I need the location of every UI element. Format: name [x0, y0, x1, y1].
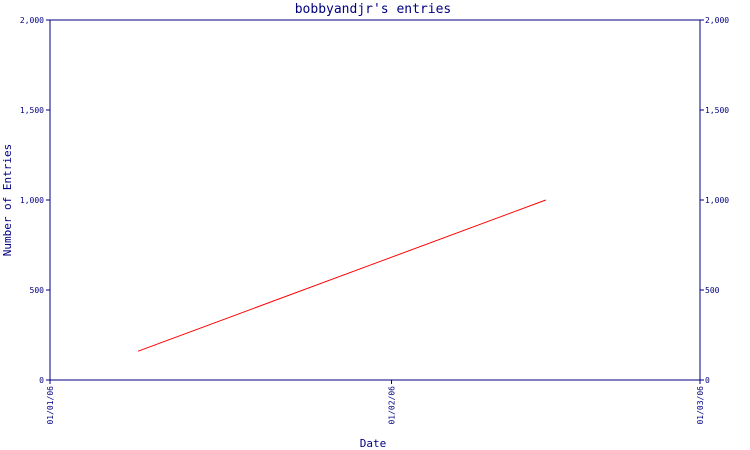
- y-tick-label-left: 2,000: [20, 16, 44, 25]
- x-axis-ticks: 01/01/06 01/02/06 01/03/06: [46, 380, 705, 425]
- y-tick-label-right: 2,000: [705, 16, 729, 25]
- plot-area-frame: [49, 19, 701, 381]
- series-layer: [137, 199, 546, 352]
- chart-title: bobbyandjr's entries: [295, 2, 452, 17]
- x-tick-label: 01/01/06: [46, 386, 55, 425]
- y-tick-label-left: 1,000: [20, 196, 44, 205]
- y-tick-label-left: 500: [30, 286, 45, 295]
- y-tick-label-right: 500: [705, 286, 720, 295]
- y-tick-label-right: 0: [705, 376, 710, 385]
- y-tick-label-left: 1,500: [20, 106, 44, 115]
- series-line: [137, 199, 546, 352]
- y-axis-label: Number of Entries: [1, 144, 14, 257]
- y-tick-label-right: 1,000: [705, 196, 729, 205]
- right-y-axis-ticks: 0 500 1,000 1,500 2,000: [700, 16, 729, 385]
- x-tick-label: 01/02/06: [388, 386, 397, 425]
- y-tick-label-right: 1,500: [705, 106, 729, 115]
- y-tick-label-left: 0: [39, 376, 44, 385]
- x-axis-label: Date: [360, 437, 387, 450]
- left-y-axis-ticks: 0 500 1,000 1,500 2,000: [20, 16, 50, 385]
- x-tick-label: 01/03/06: [696, 386, 705, 425]
